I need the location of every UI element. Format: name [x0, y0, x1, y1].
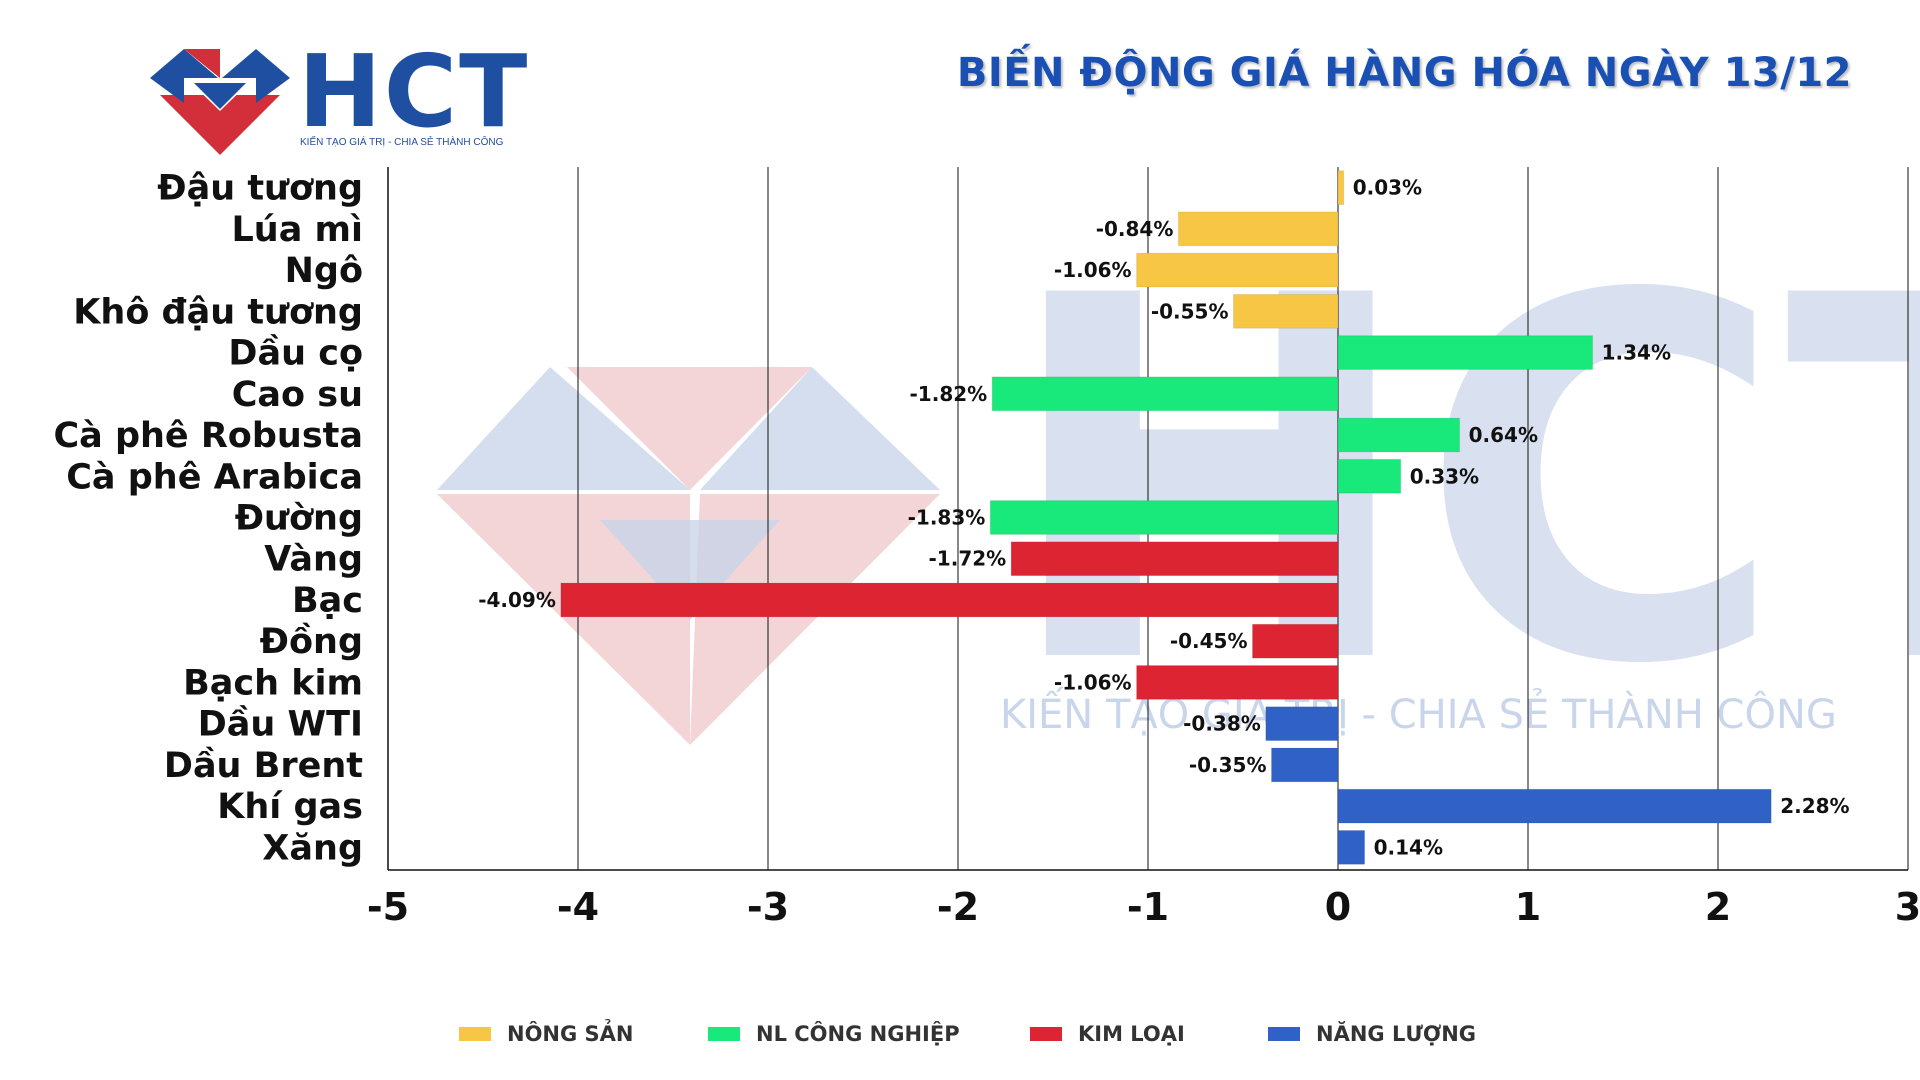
data-label: -1.83% — [908, 506, 986, 530]
data-label: -1.06% — [1054, 670, 1132, 694]
x-tick-label: -4 — [557, 885, 599, 929]
category-label: Cà phê Arabica — [66, 457, 363, 497]
bar — [1010, 541, 1339, 577]
category-label: Khô đậu tương — [73, 292, 363, 332]
data-label: -0.84% — [1096, 217, 1174, 241]
x-tick-label: 0 — [1325, 885, 1351, 929]
bar — [991, 376, 1339, 412]
category-label: Xăng — [262, 828, 363, 868]
category-label: Cà phê Robusta — [53, 416, 363, 456]
data-labels: 0.03% -0.84% -1.06% -0.55% 1.34% -1.82% 0.64% 0… — [478, 176, 1849, 860]
legend-swatch — [1030, 1027, 1062, 1041]
grid-lines — [387, 167, 1909, 871]
legend-item: NL CÔNG NGHIỆP — [708, 1022, 960, 1046]
category-label: Bạch kim — [183, 663, 363, 703]
x-tick-labels: -5 -4 -3 -2 -1 0 1 2 3 — [367, 885, 1920, 929]
legend-item: KIM LOẠI — [1030, 1022, 1185, 1046]
logo-text: HCT — [298, 33, 530, 150]
legend-label: NĂNG LƯỢNG — [1316, 1022, 1477, 1046]
bar — [1252, 623, 1339, 659]
data-label: 0.33% — [1410, 464, 1479, 488]
data-label: -4.09% — [478, 588, 556, 612]
logo-tagline: KIẾN TẠO GIÁ TRỊ - CHIA SẺ THÀNH CÔNG — [300, 137, 504, 148]
legend-swatch — [1268, 1027, 1300, 1041]
bar — [1136, 665, 1339, 700]
data-label: -1.06% — [1054, 258, 1132, 282]
data-label: 0.64% — [1469, 423, 1538, 447]
data-label: -1.82% — [910, 382, 988, 406]
x-tick-label: -2 — [937, 885, 979, 929]
bar — [1271, 747, 1339, 783]
category-label: Lúa mì — [232, 210, 364, 250]
chart-title: BIẾN ĐỘNG GIÁ HÀNG HÓA NGÀY 13/12 — [956, 50, 1852, 96]
legend-swatch — [708, 1027, 740, 1041]
legend-label: NÔNG SẢN — [507, 1022, 634, 1046]
x-tick-label: -1 — [1127, 885, 1169, 929]
legend-label: NL CÔNG NGHIỆP — [756, 1022, 960, 1046]
data-label: 2.28% — [1780, 794, 1849, 818]
bar — [1337, 335, 1594, 370]
hct-logo: HCT KIẾN TẠO GIÁ TRỊ - CHIA SẺ THÀNH CÔN… — [150, 33, 527, 155]
legend-swatch — [459, 1027, 491, 1041]
bar — [1337, 417, 1461, 453]
category-label: Khí gas — [217, 787, 363, 827]
bar — [989, 500, 1339, 535]
hct-logo-mark — [150, 49, 290, 155]
data-label: -0.55% — [1151, 299, 1229, 323]
bar — [1136, 252, 1339, 288]
category-label: Đồng — [260, 621, 363, 662]
data-label: -0.38% — [1183, 712, 1261, 736]
x-tick-label: -5 — [367, 885, 409, 929]
bar — [1337, 170, 1345, 206]
data-label: -0.45% — [1170, 629, 1248, 653]
bar — [560, 582, 1339, 618]
category-label: Bạc — [292, 581, 363, 621]
bar — [1337, 829, 1366, 865]
legend: NÔNG SẢN NL CÔNG NGHIỆP KIM LOẠI NĂNG LƯỢNG — [0, 1022, 1920, 1052]
bar — [1337, 458, 1402, 494]
x-tick-label: -3 — [747, 885, 789, 929]
bar — [1337, 788, 1772, 824]
category-label: Dầu WTI — [198, 704, 363, 745]
bar — [1233, 293, 1339, 329]
category-label: Ngô — [285, 251, 363, 291]
legend-item: NĂNG LƯỢNG — [1268, 1022, 1476, 1046]
category-label: Dầu cọ — [228, 333, 363, 374]
data-label: 0.14% — [1374, 835, 1443, 859]
legend-item: NÔNG SẢN — [459, 1022, 634, 1046]
bar-chart: HCT KIẾN TẠO GIÁ TRỊ - CHIA SẺ THÀNH CÔN… — [53, 167, 1920, 929]
data-label: -1.72% — [929, 547, 1007, 571]
data-label: 0.03% — [1353, 176, 1422, 200]
bar — [1265, 706, 1339, 742]
category-label: Dầu Brent — [164, 745, 363, 786]
data-label: 1.34% — [1602, 341, 1671, 365]
category-label: Cao su — [232, 375, 363, 415]
legend-label: KIM LOẠI — [1078, 1022, 1185, 1046]
bars — [560, 170, 1772, 865]
x-tick-label: 2 — [1705, 885, 1731, 929]
data-label: -0.35% — [1189, 753, 1267, 777]
category-label: Đường — [235, 499, 363, 539]
category-label: Vàng — [264, 540, 363, 580]
bar — [1177, 211, 1339, 247]
category-label: Đậu tương — [157, 169, 363, 209]
x-tick-label: 1 — [1515, 885, 1541, 929]
x-tick-label: 3 — [1895, 885, 1920, 929]
